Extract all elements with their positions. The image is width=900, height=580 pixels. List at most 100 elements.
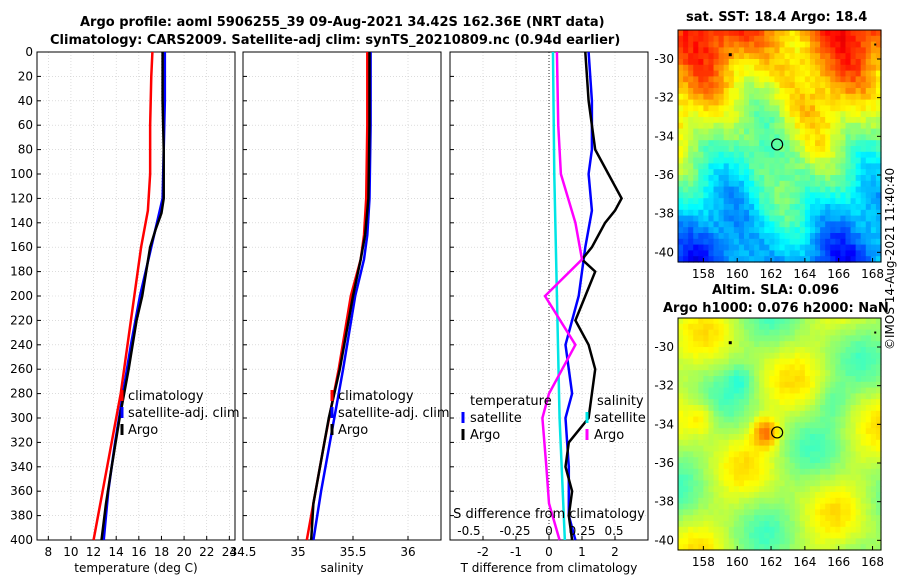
map-cell xyxy=(845,515,852,522)
map-cell xyxy=(825,335,831,342)
map-cell xyxy=(809,474,816,481)
map-cell xyxy=(855,352,862,360)
map-cell xyxy=(850,186,857,193)
map-cell xyxy=(754,117,760,124)
map-cell xyxy=(815,480,821,487)
map-cell xyxy=(774,140,781,147)
map-cell xyxy=(688,70,694,77)
map-cell xyxy=(830,41,836,48)
map-cell xyxy=(759,215,765,222)
map-cell xyxy=(738,88,745,95)
map-cell xyxy=(779,47,786,54)
map-cell xyxy=(703,532,710,539)
map-cell xyxy=(789,329,796,336)
map-cell xyxy=(698,198,704,205)
map-cell xyxy=(855,445,862,452)
map-cell xyxy=(799,410,806,418)
map-cell xyxy=(779,76,786,83)
map-cell xyxy=(850,134,857,141)
map-cell xyxy=(703,256,710,263)
map-cell xyxy=(804,233,811,240)
map-cell xyxy=(733,410,740,418)
y-tick-label: 120 xyxy=(10,191,33,205)
map-cell xyxy=(809,93,816,101)
map-cell xyxy=(754,88,760,95)
map-cell xyxy=(835,117,841,124)
map-cell xyxy=(759,175,765,182)
map-cell xyxy=(749,140,755,147)
series-line-blue xyxy=(564,51,594,541)
map-cell xyxy=(749,399,755,406)
map-cell xyxy=(875,59,882,66)
map-cell xyxy=(870,70,877,77)
map-cell xyxy=(749,151,755,159)
map-cell xyxy=(815,370,821,377)
map-cell xyxy=(698,238,704,246)
map-cell xyxy=(769,463,776,470)
map-cell xyxy=(840,503,847,510)
map-cell xyxy=(804,227,811,234)
map-cell xyxy=(784,209,791,217)
map-cell xyxy=(825,47,831,54)
map-cell xyxy=(774,41,781,48)
map-cell xyxy=(865,111,872,118)
map-cell xyxy=(789,399,796,406)
map-cell xyxy=(708,474,715,481)
map-cell xyxy=(855,105,862,112)
map-cell xyxy=(875,93,882,101)
map-cell xyxy=(850,117,857,124)
map-cell xyxy=(820,35,826,43)
map-cell xyxy=(875,445,882,452)
x-tick-label: 35.5 xyxy=(340,545,367,559)
map-cell xyxy=(728,209,735,217)
map-cell xyxy=(794,105,801,112)
x-tick-label: -2 xyxy=(477,545,489,559)
map-cell xyxy=(698,111,704,118)
map-cell xyxy=(708,445,715,452)
map-cell xyxy=(845,474,852,481)
map-cell xyxy=(809,221,816,228)
map-cell xyxy=(799,64,806,72)
map-cell xyxy=(759,451,765,458)
map-cell xyxy=(820,128,826,135)
map-cell xyxy=(870,318,877,325)
map-cell xyxy=(743,439,750,447)
map-cell xyxy=(845,47,852,54)
map-cell xyxy=(830,468,836,476)
map-cell xyxy=(688,463,694,470)
map-cell xyxy=(820,134,826,141)
map-cell xyxy=(698,35,704,43)
map-cell xyxy=(784,480,791,487)
map-cell xyxy=(875,157,882,164)
y-tick-label: 260 xyxy=(10,362,33,376)
map-cell xyxy=(683,387,689,394)
map-cell xyxy=(743,209,750,217)
map-cell xyxy=(865,117,872,124)
map-cell xyxy=(804,405,811,412)
map-cell xyxy=(759,503,765,510)
map-cell xyxy=(794,128,801,135)
map-cell xyxy=(693,70,699,77)
map-cell xyxy=(759,140,765,147)
map-cell xyxy=(799,30,806,37)
map-cell xyxy=(703,192,710,199)
map-cell xyxy=(835,192,841,199)
map-cell xyxy=(835,238,841,246)
map-cell xyxy=(789,468,796,476)
map-cell xyxy=(688,175,694,182)
map-cell xyxy=(840,192,847,199)
map-cell xyxy=(749,76,755,83)
map-cell xyxy=(723,526,730,534)
map-cell xyxy=(809,358,816,365)
map-cell xyxy=(809,238,816,246)
map-cell xyxy=(835,186,841,193)
map-cell xyxy=(789,381,796,389)
map-cell xyxy=(835,99,841,106)
map-cell xyxy=(769,227,776,234)
map-cell xyxy=(698,387,704,394)
map-cell xyxy=(789,497,796,505)
map-cell xyxy=(865,532,872,539)
map-cell xyxy=(769,233,776,240)
map-cell xyxy=(875,53,882,60)
map-cell xyxy=(855,70,862,77)
